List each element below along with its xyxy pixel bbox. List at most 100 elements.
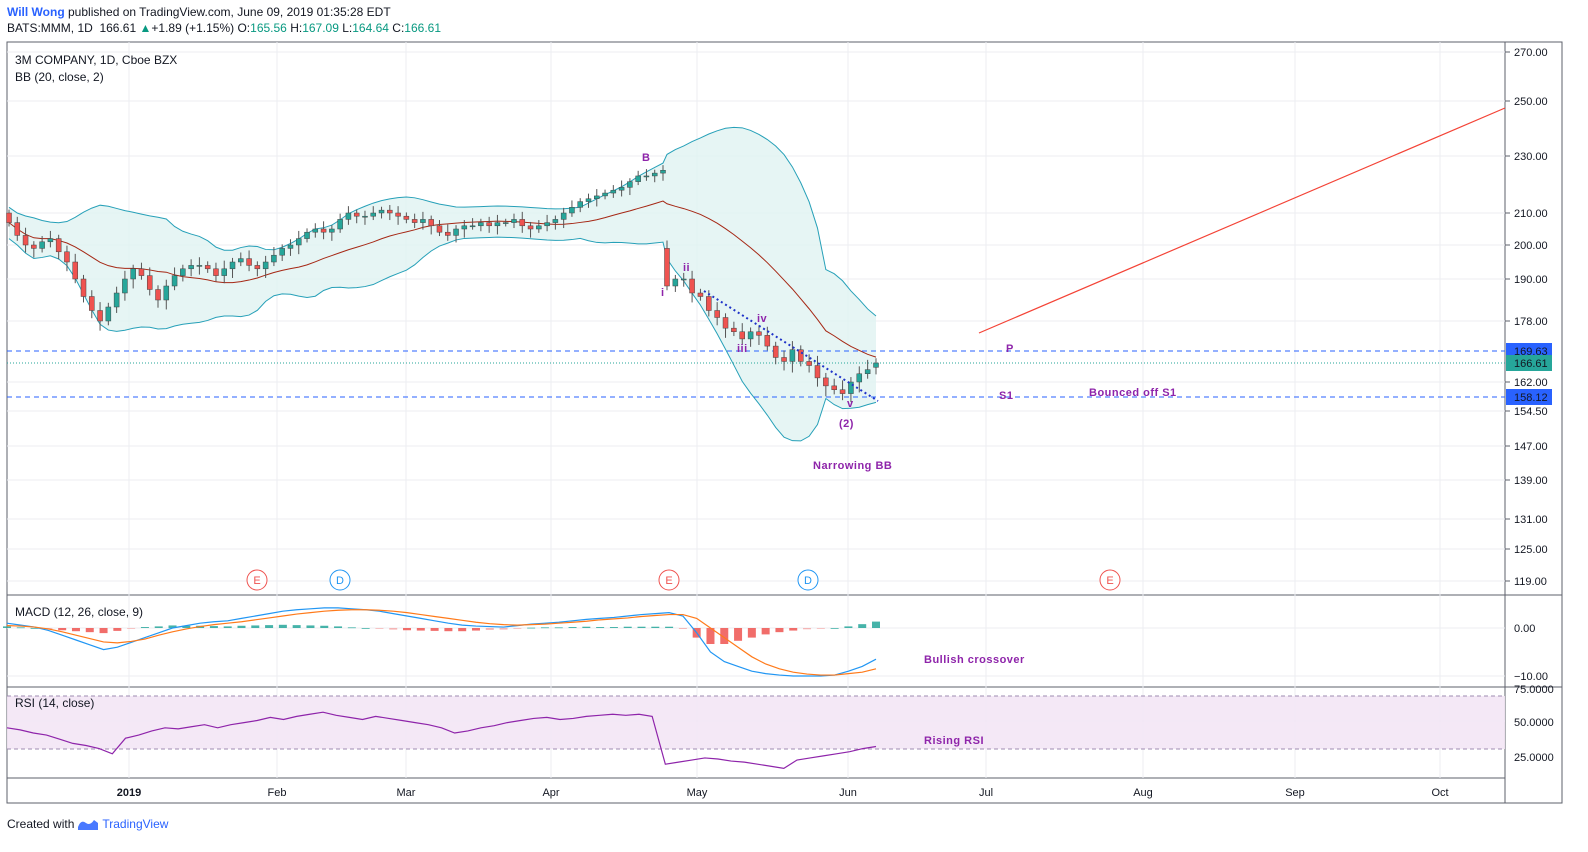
macd-hist-bar-37 <box>513 628 522 629</box>
macd-hist-bar-47 <box>651 626 660 628</box>
rsi-band <box>7 695 1505 750</box>
annotation-label-8: S1 <box>999 390 1013 402</box>
candle-body-6 <box>55 238 62 253</box>
rsi-pane <box>6 711 877 769</box>
candle-body-80 <box>664 248 670 287</box>
chart-title: 3M COMPANY, 1D, Cboe BZX <box>15 53 177 67</box>
candle-body-58 <box>486 222 492 227</box>
bb-indicator-title: BB (20, close, 2) <box>15 70 104 84</box>
candle-body-87 <box>722 317 729 329</box>
candle-body-20 <box>171 275 178 287</box>
candle-body-93 <box>772 345 779 358</box>
ohlc-bar: BATS:MMM, 1D 166.61 ▲+1.89 (+1.15%) O:16… <box>7 21 441 35</box>
candle-body-28 <box>238 258 244 263</box>
candle-body-69 <box>577 201 583 208</box>
candle-body-91 <box>756 331 762 336</box>
macd-hist-bar-11 <box>154 626 163 628</box>
macd-hist-bar-31 <box>430 628 439 631</box>
annotation-label-9: Bounced off S1 <box>1089 387 1177 399</box>
candle-body-105 <box>873 362 879 368</box>
y-tick-label-8: 154.50 <box>1514 406 1548 418</box>
macd-hist-bar-13 <box>182 625 191 628</box>
candle-body-42 <box>353 212 360 217</box>
tradingview-link[interactable]: TradingView <box>102 817 169 831</box>
rsi-title: RSI (14, close) <box>15 696 94 710</box>
candle-body-32 <box>271 254 277 263</box>
macd-title: MACD (12, 26, close, 9) <box>15 605 143 619</box>
candle-body-99 <box>823 377 829 387</box>
macd-hist-bar-5 <box>71 628 80 632</box>
x-tick-label-5: Jun <box>839 787 857 799</box>
macd-hist-bar-59 <box>816 628 825 629</box>
candle-body-60 <box>502 222 509 224</box>
candle-body-18 <box>155 289 161 301</box>
pivot-levels <box>7 350 1505 398</box>
author-name[interactable]: Will Wong <box>7 5 65 19</box>
candle-body-79 <box>660 170 666 174</box>
x-tick-label-3: Apr <box>542 787 559 799</box>
open-label: O: <box>237 21 251 35</box>
candle-body-84 <box>697 292 704 297</box>
candle-body-89 <box>739 331 745 340</box>
candle-body-73 <box>610 189 617 194</box>
annotation-label-0: B <box>642 152 650 164</box>
macd-hist-bar-28 <box>389 628 398 630</box>
macd-hist-bar-58 <box>803 628 812 630</box>
rsi-y-label-2: 25.0000 <box>1514 752 1554 764</box>
price-tag-box-1 <box>1506 355 1552 371</box>
candle-body-19 <box>163 285 170 301</box>
x-tick-label-1: Feb <box>268 787 287 799</box>
macd-hist-bar-61 <box>844 626 853 628</box>
candle-body-85 <box>706 296 712 311</box>
y-tick-label-4: 200.00 <box>1514 240 1548 252</box>
macd-hist-bar-56 <box>775 628 784 633</box>
x-tick-label-4: May <box>687 787 708 799</box>
macd-hist-bar-53 <box>734 628 743 641</box>
footer: Created with TradingView <box>7 817 168 831</box>
rsi-y-label-0: 75.0000 <box>1514 684 1554 696</box>
candle-body-92 <box>764 335 771 347</box>
macd-hist-bar-49 <box>678 628 687 629</box>
candle-body-81 <box>672 278 679 287</box>
macd-hist-bar-30 <box>416 628 425 631</box>
macd-hist-bar-54 <box>747 628 756 638</box>
candle-body-14 <box>122 278 128 294</box>
macd-hist-bar-41 <box>568 627 577 628</box>
publish-info: Will Wong published on TradingView.com, … <box>7 5 391 19</box>
candle-body-51 <box>428 219 434 227</box>
macd-hist-bar-51 <box>706 628 715 644</box>
y-tick-label-7: 162.00 <box>1514 377 1548 389</box>
annotation-label-1: i <box>661 287 665 299</box>
event-marker-label-0: E <box>253 575 260 587</box>
macd-hist-bar-63 <box>872 621 880 628</box>
macd-hist-bar-45 <box>623 626 632 628</box>
macd-hist-bar-40 <box>554 627 563 629</box>
event-marker-circle-3 <box>797 569 819 591</box>
macd-hist-bar-42 <box>582 626 591 628</box>
bollinger-bands <box>8 126 877 442</box>
candle-body-8 <box>72 261 78 280</box>
candle-body-100 <box>831 385 837 390</box>
x-tick-label-2: Mar <box>397 787 416 799</box>
candles <box>6 165 879 403</box>
low-value: 164.64 <box>352 21 389 35</box>
macd-hist-bar-4 <box>58 628 67 631</box>
candle-body-12 <box>105 306 112 322</box>
candle-body-10 <box>89 296 95 311</box>
y-tick-label-12: 125.00 <box>1514 544 1548 556</box>
created-with-text: Created with <box>7 817 75 831</box>
event-marker-circle-1 <box>329 569 351 591</box>
candle-body-35 <box>295 238 302 246</box>
x-tick-label-6: Jul <box>979 787 993 799</box>
macd-hist-bar-62 <box>858 624 867 628</box>
candle-body-48 <box>403 215 410 220</box>
candle-body-3 <box>31 244 37 249</box>
rsi-line <box>6 711 877 769</box>
x-tick-label-8: Sep <box>1285 787 1305 799</box>
low-label: L: <box>342 21 353 35</box>
macd-hist-bar-2 <box>30 628 39 629</box>
candle-body-57 <box>478 222 484 227</box>
candle-body-30 <box>254 265 261 270</box>
macd-hist-bar-0 <box>3 626 11 628</box>
